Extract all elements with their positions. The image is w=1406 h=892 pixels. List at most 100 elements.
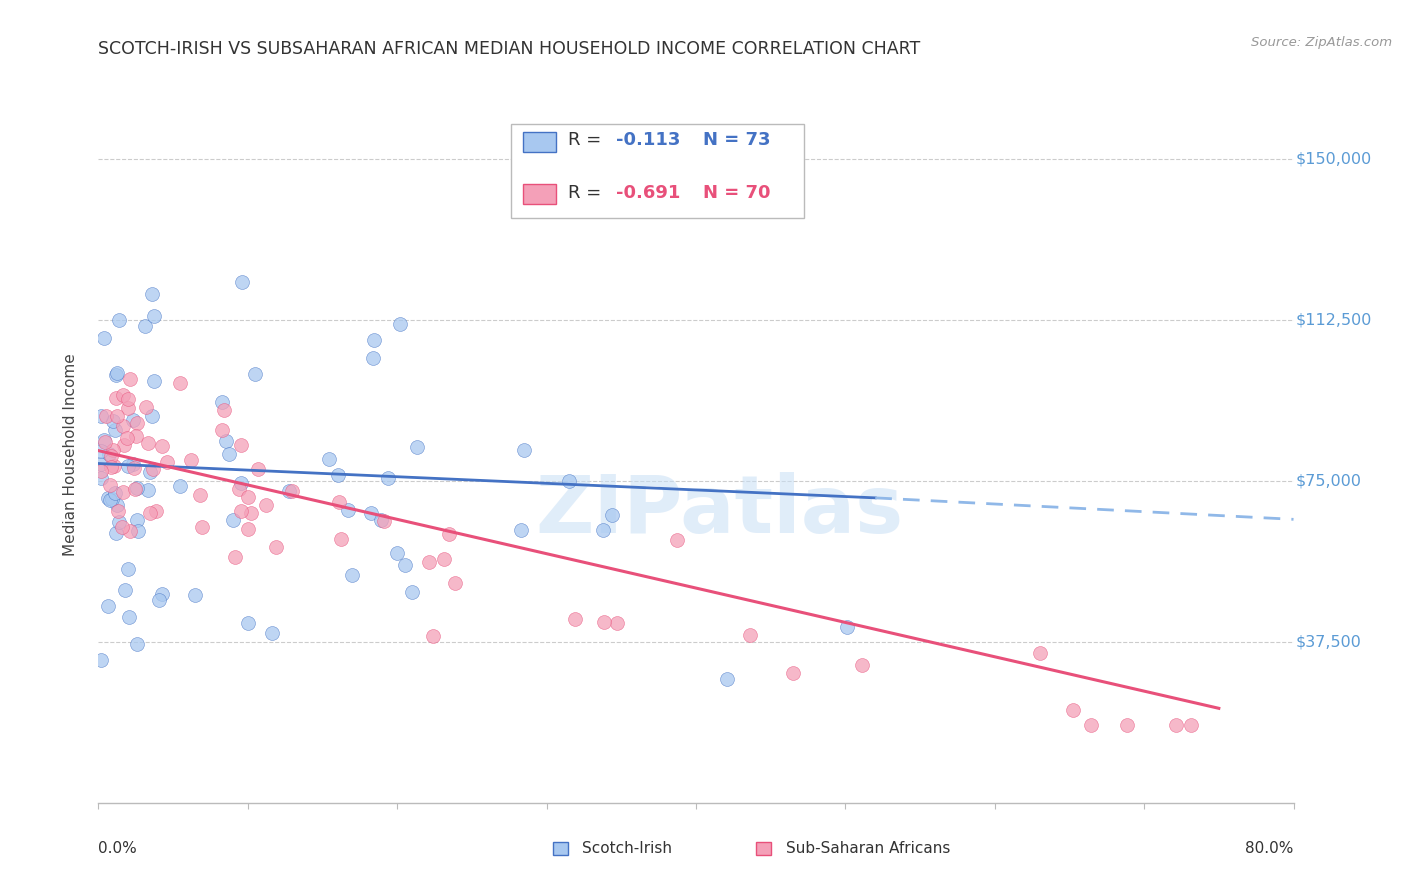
Point bbox=[100, 459, 122, 474]
Point bbox=[136, 436, 159, 450]
Point bbox=[509, 523, 531, 537]
Point bbox=[108, 313, 131, 327]
Point bbox=[141, 286, 163, 301]
Point bbox=[329, 532, 352, 546]
Point bbox=[117, 562, 139, 576]
Point bbox=[90, 443, 112, 458]
Point bbox=[243, 367, 266, 381]
Point bbox=[148, 592, 170, 607]
Point bbox=[188, 488, 211, 502]
Point bbox=[360, 506, 382, 520]
Point bbox=[98, 493, 121, 508]
Text: R =: R = bbox=[568, 131, 607, 150]
Point bbox=[104, 486, 127, 500]
Point bbox=[318, 452, 340, 467]
Point bbox=[1116, 718, 1139, 732]
Point bbox=[145, 503, 167, 517]
Point bbox=[361, 351, 384, 365]
Point bbox=[1029, 646, 1052, 660]
Point bbox=[835, 620, 858, 634]
Point bbox=[152, 587, 174, 601]
Point bbox=[169, 479, 191, 493]
Point bbox=[228, 483, 250, 497]
Point bbox=[111, 520, 134, 534]
Point bbox=[105, 498, 128, 512]
Text: N = 70: N = 70 bbox=[703, 184, 770, 202]
Point bbox=[1180, 718, 1202, 732]
Point bbox=[134, 318, 156, 333]
Point bbox=[97, 599, 120, 614]
Point bbox=[117, 609, 139, 624]
Point bbox=[139, 506, 162, 520]
Point bbox=[111, 387, 134, 401]
Point bbox=[229, 438, 252, 452]
Point bbox=[405, 440, 427, 454]
Point bbox=[101, 442, 124, 457]
Point bbox=[262, 625, 284, 640]
Point bbox=[93, 434, 115, 448]
Text: -0.691: -0.691 bbox=[616, 184, 681, 202]
Point bbox=[370, 513, 392, 527]
Text: 0.0%: 0.0% bbox=[98, 841, 138, 856]
Point bbox=[363, 334, 385, 348]
Point bbox=[122, 457, 145, 471]
Point bbox=[281, 483, 304, 498]
Point bbox=[101, 414, 124, 428]
Text: $37,500: $37,500 bbox=[1296, 634, 1362, 649]
Point bbox=[142, 310, 165, 324]
Text: $150,000: $150,000 bbox=[1296, 151, 1372, 166]
Point bbox=[97, 447, 120, 461]
Point bbox=[1166, 718, 1188, 732]
Point bbox=[592, 615, 614, 629]
Point bbox=[135, 401, 157, 415]
Point bbox=[101, 492, 124, 507]
Point bbox=[328, 495, 350, 509]
Point bbox=[122, 413, 145, 427]
Point bbox=[143, 374, 166, 388]
Text: $75,000: $75,000 bbox=[1296, 473, 1362, 488]
FancyBboxPatch shape bbox=[510, 124, 804, 219]
Point bbox=[240, 507, 263, 521]
Point bbox=[211, 424, 233, 438]
Point bbox=[156, 455, 179, 469]
Point bbox=[229, 476, 252, 491]
Point bbox=[246, 462, 269, 476]
Point bbox=[433, 552, 456, 566]
Point bbox=[139, 465, 162, 479]
Point bbox=[107, 409, 129, 423]
Point bbox=[125, 429, 148, 443]
Point bbox=[127, 637, 149, 651]
Point bbox=[120, 372, 142, 386]
Point bbox=[1080, 718, 1102, 732]
Point bbox=[190, 520, 212, 534]
Point bbox=[127, 481, 149, 495]
Point bbox=[94, 435, 117, 450]
Point bbox=[108, 515, 131, 529]
Point bbox=[264, 540, 287, 554]
Point bbox=[127, 524, 149, 538]
Point bbox=[124, 482, 146, 496]
Point bbox=[112, 485, 135, 500]
Text: -0.113: -0.113 bbox=[616, 131, 681, 150]
Point bbox=[105, 391, 128, 405]
Point bbox=[90, 464, 112, 478]
Point bbox=[214, 402, 236, 417]
Text: Scotch-Irish: Scotch-Irish bbox=[582, 841, 672, 856]
Point bbox=[278, 483, 301, 498]
Point bbox=[340, 567, 363, 582]
Point bbox=[229, 504, 252, 518]
Point bbox=[716, 673, 738, 687]
Point bbox=[117, 458, 139, 473]
Point bbox=[326, 467, 349, 482]
Point bbox=[136, 483, 159, 497]
Point bbox=[513, 442, 536, 457]
Point bbox=[122, 460, 145, 475]
Point bbox=[418, 555, 440, 569]
Point bbox=[443, 575, 465, 590]
Point bbox=[337, 503, 360, 517]
Point bbox=[142, 462, 165, 476]
Point bbox=[231, 276, 253, 290]
Point bbox=[98, 478, 121, 492]
Point bbox=[115, 431, 138, 445]
Point bbox=[422, 629, 444, 643]
